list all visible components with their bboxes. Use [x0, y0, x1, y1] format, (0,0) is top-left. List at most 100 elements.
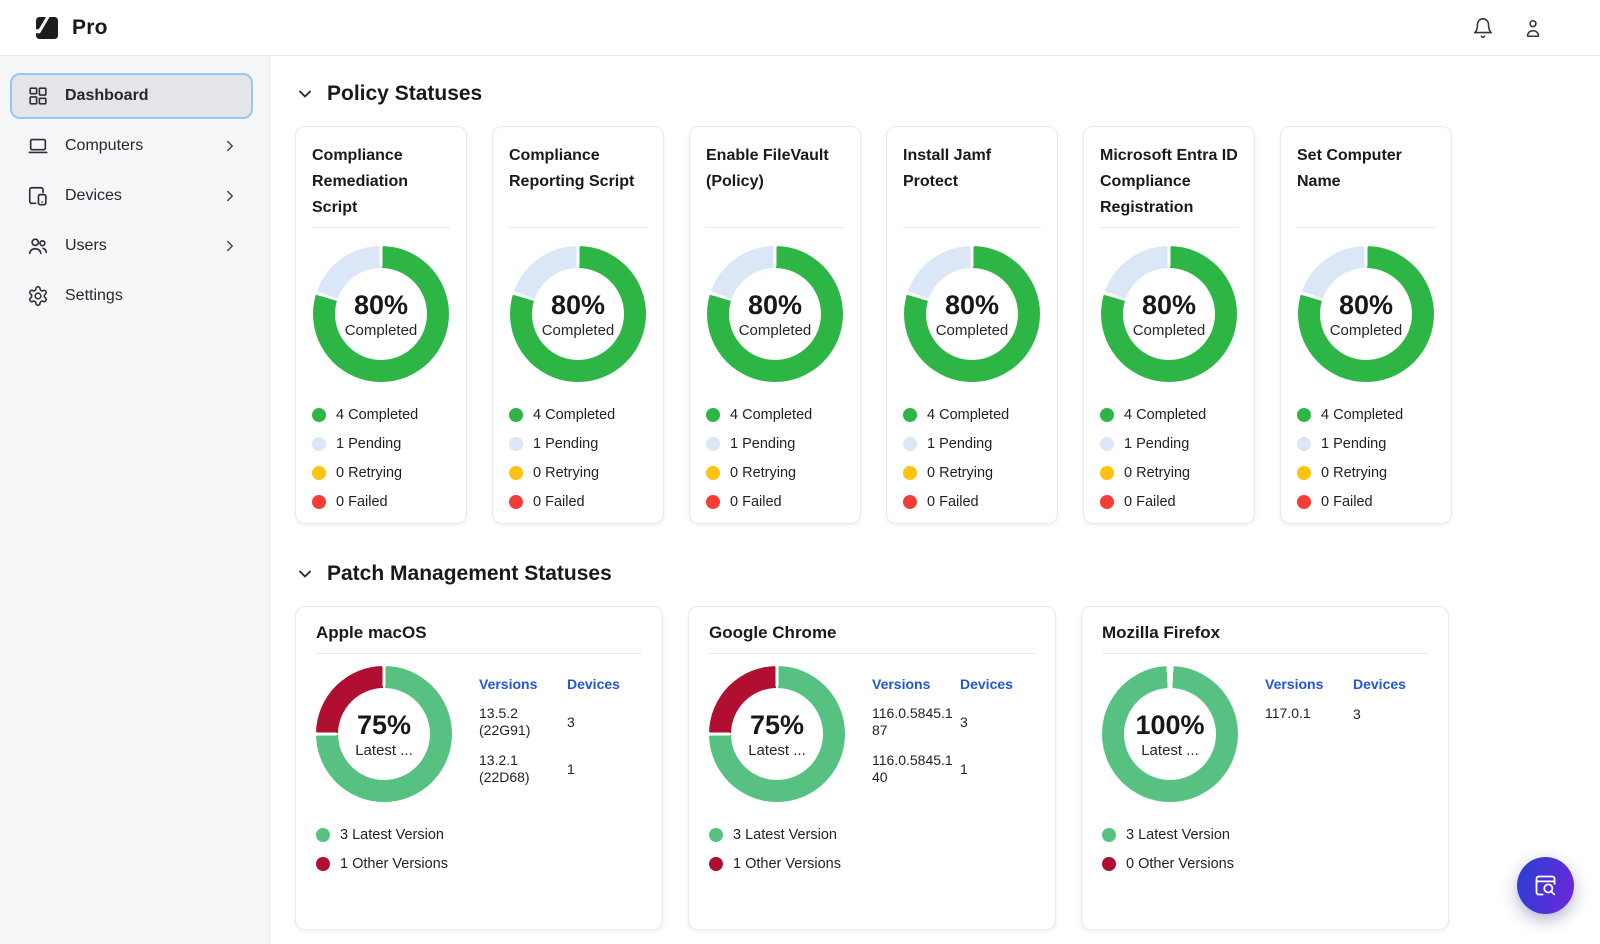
divider: [903, 227, 1041, 228]
section-title: Patch Management Statuses: [327, 562, 612, 585]
notifications-button[interactable]: [1472, 17, 1494, 39]
legend-label: 1 Pending: [336, 435, 402, 452]
devices-cell: 1: [960, 761, 968, 777]
patch-management-section: Patch Management Statuses Apple macOS 75%…: [295, 562, 1600, 930]
divider: [1102, 653, 1428, 654]
search-fab-button[interactable]: [1517, 857, 1574, 914]
legend-label: 1 Other Versions: [733, 855, 841, 872]
legend-label: 0 Retrying: [927, 464, 994, 481]
user-icon: [1522, 17, 1544, 39]
legend-label: 0 Failed: [927, 493, 979, 510]
devices-column-header[interactable]: Devices: [1353, 676, 1406, 692]
app-logo[interactable]: Pro: [32, 13, 108, 43]
donut-hole: [1320, 268, 1412, 360]
sidebar-item-dashboard[interactable]: Dashboard: [10, 73, 253, 119]
chevron-down-icon: [295, 564, 315, 584]
legend-label: 4 Completed: [730, 406, 813, 423]
version-cell: 13.2.1 (22D68): [479, 752, 530, 785]
donut-percent: 80%: [353, 289, 409, 320]
sidebar-item-devices[interactable]: Devices: [10, 173, 253, 219]
legend-item: 4 Completed: [312, 406, 450, 423]
policy-statuses-header[interactable]: Policy Statuses: [295, 82, 1600, 106]
legend-label: 1 Other Versions: [340, 855, 448, 872]
donut-percent: 100%: [1135, 709, 1205, 740]
donut-hole: [1123, 268, 1215, 360]
legend-label: 3 Latest Version: [733, 826, 837, 843]
legend-item: 1 Other Versions: [316, 855, 642, 872]
chevron-right-icon: [221, 187, 239, 205]
donut-hole: [335, 268, 427, 360]
policy-cards-row: Compliance Remediation Script 80% Complete…: [295, 126, 1600, 524]
devices-cell: 3: [1353, 705, 1361, 722]
patch-management-header[interactable]: Patch Management Statuses: [295, 562, 1600, 586]
donut-chart: 75% Latest ...: [316, 666, 452, 802]
devices-icon: [27, 185, 49, 207]
donut-center: 80% Completed: [707, 246, 843, 382]
chevron-right-icon: [221, 237, 239, 255]
donut-center-label: Completed: [541, 321, 615, 339]
divider: [509, 227, 647, 228]
legend-dot: [316, 827, 330, 842]
donut-center-label: Completed: [935, 321, 1009, 339]
card-title: Mozilla Firefox: [1102, 623, 1221, 642]
legend-item: 1 Pending: [312, 435, 450, 452]
donut-percent: 80%: [747, 289, 803, 320]
legend-dot: [312, 465, 326, 480]
donut-center: 100% Latest ...: [1102, 666, 1238, 802]
sidebar-item-computers[interactable]: Computers: [10, 123, 253, 169]
legend-item: 1 Pending: [1297, 435, 1435, 452]
policy-status-card: Microsoft Entra ID Compliance Registrati…: [1083, 126, 1255, 524]
card-title: Enable FileVault (Policy): [706, 147, 829, 190]
legend-label: 4 Completed: [533, 406, 616, 423]
legend-dot: [1102, 827, 1116, 842]
sidebar-item-label: Settings: [65, 287, 123, 304]
card-title: Set Computer Name: [1297, 147, 1402, 190]
legend-label: 0 Failed: [1321, 493, 1373, 510]
donut-hole: [926, 268, 1018, 360]
card-legend: 4 Completed 1 Pending 0 Retrying 0 Failed: [706, 406, 844, 510]
version-row: 117.0.1 3: [1265, 705, 1406, 722]
chevron-right-icon: [221, 137, 239, 155]
donut-center: 80% Completed: [904, 246, 1040, 382]
legend-item: 0 Retrying: [903, 464, 1041, 481]
donut-hole: [731, 688, 823, 780]
donut-hole: [1124, 688, 1216, 780]
donut-center-label: Completed: [738, 321, 812, 339]
legend-item: 4 Completed: [509, 406, 647, 423]
legend-label: 4 Completed: [1321, 406, 1404, 423]
legend-dot: [1297, 465, 1311, 480]
donut-center-label: Latest ...: [355, 741, 413, 759]
legend-dot: [1297, 407, 1311, 422]
donut-center: 80% Completed: [1101, 246, 1237, 382]
legend-item: 0 Other Versions: [1102, 855, 1428, 872]
legend-label: 1 Pending: [927, 435, 993, 452]
legend-dot: [709, 827, 723, 842]
versions-column-header[interactable]: Versions: [1265, 676, 1324, 692]
legend-label: 4 Completed: [336, 406, 419, 423]
versions-column-header[interactable]: Versions: [872, 676, 931, 692]
version-cell: 116.0.5845.187: [872, 705, 953, 738]
donut-percent: 75%: [356, 709, 412, 740]
legend-item: 0 Retrying: [509, 464, 647, 481]
legend-label: 0 Failed: [336, 493, 388, 510]
legend-item: 4 Completed: [1297, 406, 1435, 423]
chevron-down-icon: [295, 84, 315, 104]
version-cell: 13.5.2 (22G91): [479, 705, 531, 738]
sidebar-item-settings[interactable]: Settings: [10, 273, 253, 319]
devices-column-header[interactable]: Devices: [960, 676, 1013, 692]
legend-item: 0 Failed: [1100, 493, 1238, 510]
legend-item: 0 Retrying: [706, 464, 844, 481]
policy-status-card: Install Jamf Protect 80% Completed 4 Comple…: [886, 126, 1058, 524]
account-button[interactable]: [1522, 17, 1544, 39]
legend-item: 0 Failed: [312, 493, 450, 510]
legend-item: 0 Failed: [706, 493, 844, 510]
legend-item: 0 Retrying: [312, 464, 450, 481]
legend-label: 0 Failed: [1124, 493, 1176, 510]
versions-column-header[interactable]: Versions: [479, 676, 538, 692]
devices-column-header[interactable]: Devices: [567, 676, 620, 692]
divider: [1100, 227, 1238, 228]
legend-dot: [1100, 465, 1114, 480]
legend-label: 0 Retrying: [1124, 464, 1191, 481]
sidebar-item-users[interactable]: Users: [10, 223, 253, 269]
policy-status-card: Enable FileVault (Policy) 80% Completed 4 C…: [689, 126, 861, 524]
